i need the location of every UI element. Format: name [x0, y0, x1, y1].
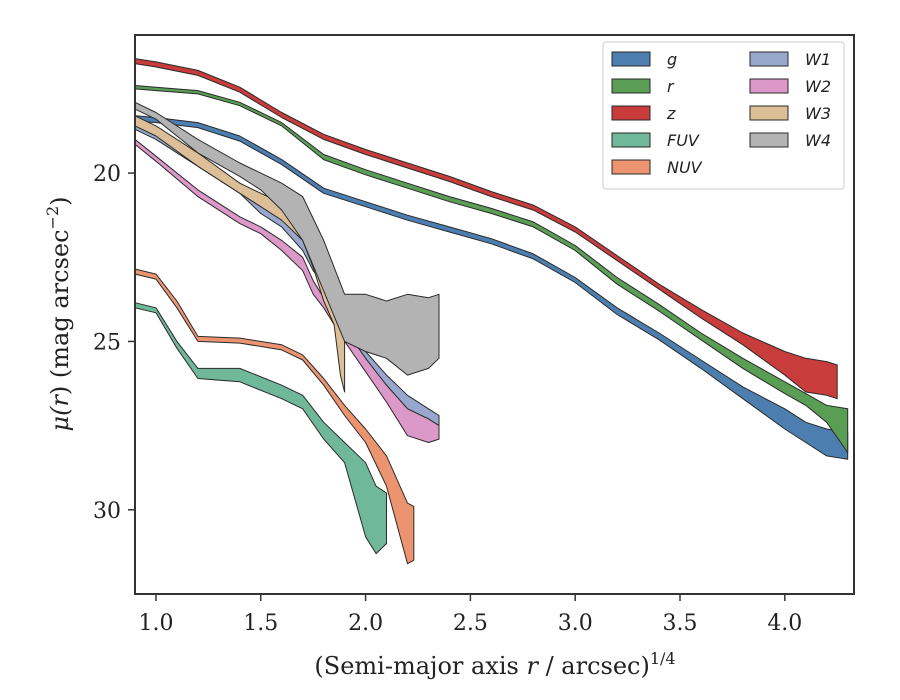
plot-frame: [134, 34, 855, 595]
x-tick-label: 3.0: [558, 611, 593, 636]
legend-label-w4: W4: [805, 131, 831, 150]
x-axis-label: (Semi-major axis r / arcsec)1/4: [314, 649, 675, 680]
legend-swatch-fuv: [611, 132, 651, 148]
legend-swatch-g: [611, 51, 651, 67]
ticks-layer: 1.0 1.5 2.0 2.5 3.0 3.5 4.0 20 25 30: [93, 162, 802, 636]
series-band-r: [134, 85, 849, 454]
legend-swatch-w4: [749, 132, 789, 148]
series-band-fuv: [134, 302, 387, 555]
legend-label-w3: W3: [805, 104, 831, 123]
legend-swatch-r: [611, 78, 651, 94]
x-tick-label: 1.5: [243, 611, 278, 636]
series-band-w3: [134, 115, 346, 393]
x-tick-label: 4.0: [767, 611, 802, 636]
legend-label-w1: W1: [805, 50, 831, 69]
series-layer: [134, 58, 849, 565]
legend-label-nuv: NUV: [667, 158, 703, 177]
y-tick-label: 20: [93, 162, 121, 187]
y-tick-label: 25: [93, 330, 121, 355]
legend-swatch-w3: [749, 105, 789, 121]
legend-label-r: r: [667, 77, 675, 96]
legend-label-w2: W2: [805, 77, 831, 96]
x-tick-label: 2.5: [453, 611, 488, 636]
y-axis-label: μ(r) (mag arcsec−2): [43, 196, 74, 431]
legend-swatch-nuv: [611, 159, 651, 175]
x-tick-label: 2.0: [348, 611, 383, 636]
series-band-z: [134, 58, 838, 400]
legend-swatch-w2: [749, 78, 789, 94]
series-band-w2: [134, 138, 440, 443]
legend-label-g: g: [667, 50, 677, 69]
x-tick-label: 3.5: [663, 611, 698, 636]
x-tick-label: 1.0: [138, 611, 173, 636]
series-band-nuv: [134, 268, 415, 565]
y-tick-label: 30: [93, 499, 121, 524]
series-band-w4: [134, 101, 440, 376]
legend: grz FUV NUV W1 W2 W3 W4: [602, 41, 845, 190]
legend-swatch-z: [611, 105, 651, 121]
legend-label-z: z: [666, 104, 676, 123]
series-band-g: [134, 115, 849, 460]
legend-label-fuv: FUV: [667, 131, 700, 150]
legend-swatch-w1: [749, 51, 789, 67]
